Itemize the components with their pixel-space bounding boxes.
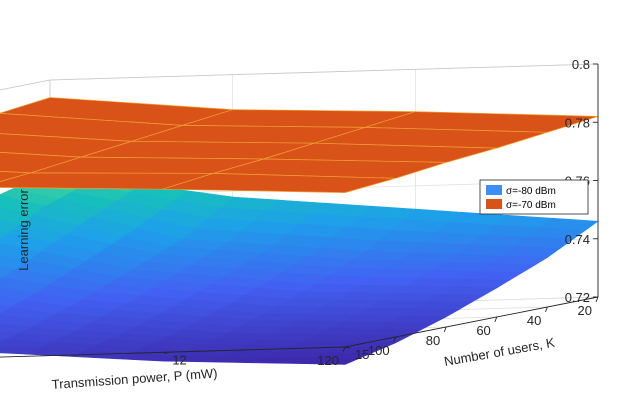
legend-label-sigma-70: σ=-70 dBm <box>506 200 556 211</box>
x-tick-mark <box>342 346 346 353</box>
x-tick-label: 60 <box>476 323 490 338</box>
box-edge <box>49 63 599 81</box>
surface-patch <box>0 305 11 314</box>
surface-patch <box>0 172 214 190</box>
surface-patch <box>0 171 31 182</box>
x-tick-label: 80 <box>426 333 440 348</box>
legend-swatch-sigma-80 <box>486 185 502 195</box>
legend-label-sigma-80: σ=-80 dBm <box>506 186 556 197</box>
z-tick-label: 0.74 <box>565 232 590 247</box>
x-tick-mark <box>494 316 498 323</box>
surface-patch <box>0 338 7 343</box>
z-axis-label: Learning error <box>16 189 31 271</box>
z-tick-label: 0.72 <box>565 290 590 305</box>
z-tick-label: 0.78 <box>565 115 590 130</box>
y-tick-label: 15 <box>355 347 369 362</box>
legend-swatch-sigma-70 <box>486 199 502 209</box>
surfaces-layer <box>0 97 599 365</box>
legend: σ=-80 dBm σ=-70 dBm <box>479 179 589 215</box>
z-tick-label: 0.8 <box>572 57 590 72</box>
y-tick-mark <box>162 351 168 354</box>
y-tick-label: 12 <box>172 352 186 367</box>
axis-line <box>0 346 346 358</box>
surface-patch <box>0 231 8 240</box>
surface-patch <box>0 345 39 355</box>
surface-patch <box>0 276 3 280</box>
x-tick-label: 120 <box>317 353 339 368</box>
y-axis-label: Number of users, K <box>443 335 556 369</box>
axis-line <box>344 296 599 348</box>
y-tick-mark <box>344 346 351 349</box>
x-tick-mark <box>393 336 397 343</box>
x-tick-mark <box>443 326 447 333</box>
x-tick-mark <box>544 306 548 313</box>
surface-sigma-70 <box>0 97 599 193</box>
x-tick-label: 40 <box>527 313 541 328</box>
axis-lines <box>0 63 599 358</box>
x-axis-label: Transmission power, P (mW) <box>51 365 218 392</box>
x-tick-label: 100 <box>368 343 390 358</box>
x-tick-mark <box>595 296 599 303</box>
box-edge <box>0 79 51 91</box>
x-tick-label: 20 <box>578 303 592 318</box>
